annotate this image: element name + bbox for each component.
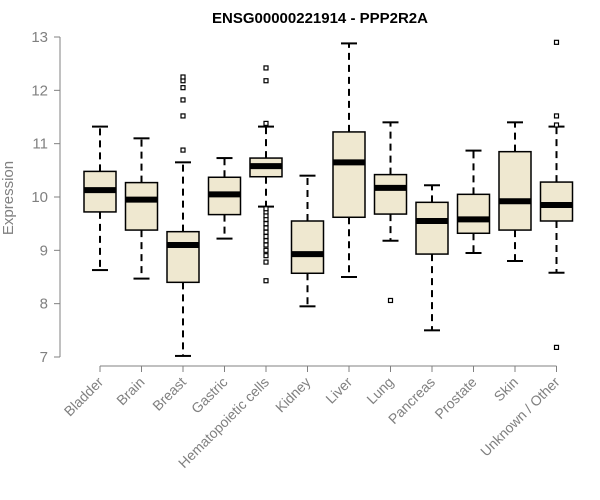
y-tick-label: 12 — [31, 82, 48, 99]
x-tick-label: Kidney — [272, 374, 314, 416]
y-tick-label: 10 — [31, 189, 48, 206]
iqr-box — [332, 131, 366, 219]
outlier-point — [180, 147, 186, 153]
outlier-point — [263, 233, 269, 240]
x-tick-label: Breast — [149, 374, 189, 414]
outlier-point — [263, 278, 269, 284]
box-skin — [498, 121, 532, 262]
outlier-point — [263, 242, 269, 248]
outlier-point — [553, 39, 560, 45]
outlier-point — [263, 229, 269, 235]
box-unknown-other — [539, 39, 574, 350]
outlier-point — [180, 113, 186, 119]
outlier-point — [263, 206, 269, 212]
box-breast — [166, 74, 200, 357]
x-tick-label: Lung — [363, 374, 396, 407]
x-tick-label: Brain — [113, 374, 147, 408]
iqr-box — [498, 150, 532, 231]
box-pancreas — [415, 184, 449, 332]
box-gastric — [207, 157, 242, 240]
chart-title: ENSG00000221914 - PPP2R2A — [212, 10, 428, 27]
box-brain — [124, 137, 159, 280]
box-liver — [332, 42, 366, 278]
outlier-point — [387, 297, 394, 304]
x-tick-label: Liver — [322, 374, 355, 407]
outlier-point — [263, 247, 269, 253]
outlier-point — [553, 122, 560, 128]
y-axis-label: Expression — [0, 161, 17, 235]
outlier-point — [263, 238, 269, 244]
box-kidney — [290, 174, 325, 308]
box-lung — [373, 121, 408, 304]
y-tick-label: 11 — [32, 136, 48, 153]
x-tick-label: Prostate — [431, 374, 479, 422]
box-prostate — [456, 149, 491, 254]
iqr-box — [539, 181, 574, 222]
y-tick-label: 13 — [31, 29, 48, 46]
outlier-point — [263, 65, 269, 71]
iqr-box — [290, 220, 325, 275]
outlier-point — [263, 225, 269, 231]
outlier-point — [263, 259, 269, 265]
iqr-box — [166, 230, 200, 284]
outlier-point — [263, 78, 269, 84]
x-tick-label: Unknown / Other — [477, 374, 563, 460]
y-tick-label: 7 — [40, 349, 48, 366]
outlier-point — [263, 221, 269, 227]
outlier-point — [553, 113, 560, 119]
x-tick-label: Skin — [491, 374, 522, 405]
iqr-box — [415, 201, 449, 255]
iqr-box — [124, 181, 159, 231]
iqr-box — [373, 173, 408, 215]
x-tick-label: Bladder — [61, 374, 107, 420]
outlier-point — [263, 120, 269, 127]
outlier-point — [553, 344, 560, 350]
box-series — [83, 39, 574, 357]
box-bladder — [83, 125, 117, 272]
iqr-box — [456, 193, 491, 235]
outlier-point — [263, 253, 269, 259]
y-axis: 7 8 9 10 11 12 13 — [31, 29, 61, 366]
outlier-point — [180, 97, 186, 103]
y-tick-label: 8 — [40, 296, 48, 313]
outlier-point — [180, 74, 186, 80]
y-tick-label: 9 — [40, 242, 48, 259]
box-hematopoietic-cells — [249, 65, 283, 284]
outlier-point — [180, 85, 186, 91]
